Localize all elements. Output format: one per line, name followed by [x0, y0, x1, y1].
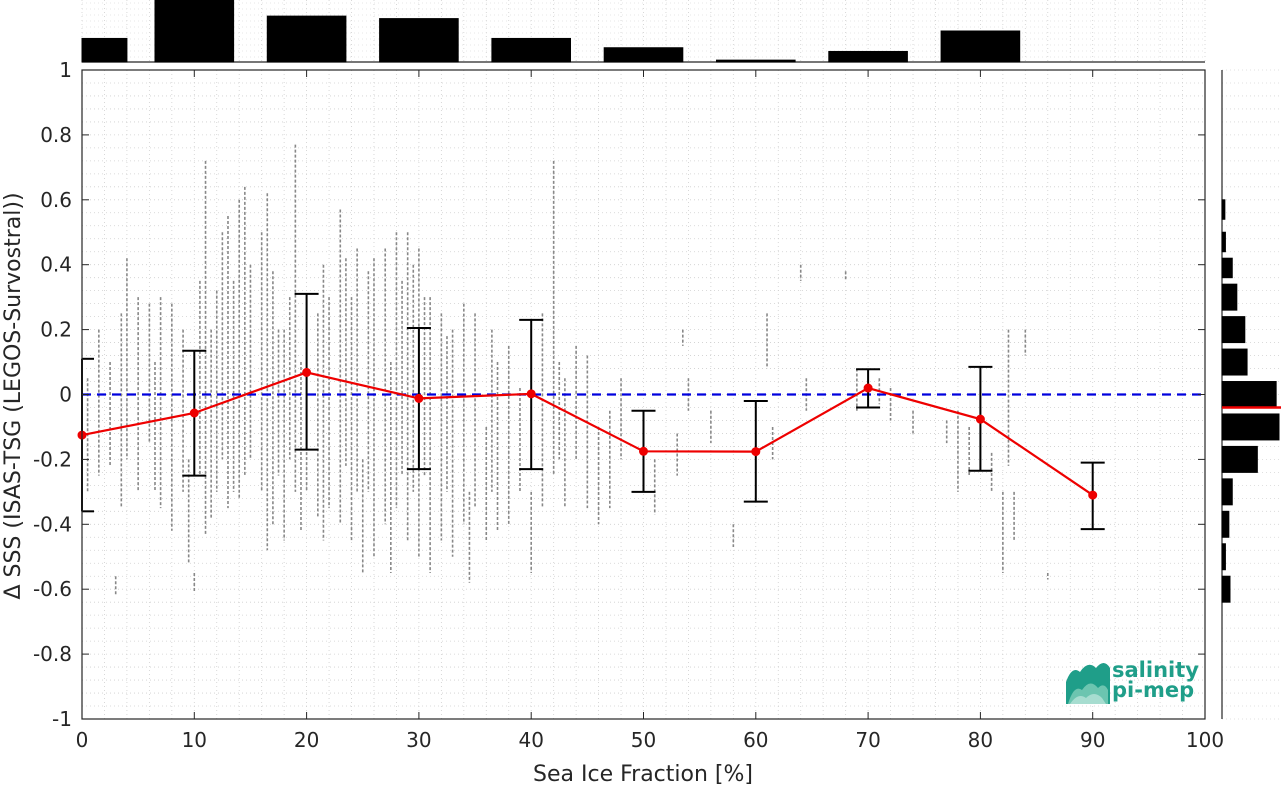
- y-tick-label: -1: [52, 707, 72, 731]
- right-histogram-bar: [1221, 381, 1277, 408]
- series-point: [863, 383, 873, 393]
- y-tick-label: 1: [59, 58, 72, 82]
- top-histogram-bar: [828, 50, 908, 63]
- top-histogram-bar: [154, 0, 235, 63]
- series-point: [1088, 490, 1098, 500]
- x-tick-label: 40: [518, 728, 543, 752]
- top-histogram-bar: [715, 59, 796, 63]
- y-tick-label: 0.6: [40, 188, 72, 212]
- x-tick-labels: 0 10 20 30 40 50 60 70 80 90 100: [76, 70, 1224, 752]
- top-histogram-bar: [940, 30, 1021, 63]
- right-histogram-bar: [1221, 283, 1238, 311]
- x-tick-label: 70: [855, 728, 880, 752]
- y-tick-label: 0: [59, 383, 72, 407]
- top-histogram-bar: [81, 37, 128, 63]
- right-histogram-bars: [1221, 199, 1281, 603]
- series-point: [975, 414, 985, 424]
- y-tick-label: 0.2: [40, 318, 72, 342]
- right-histogram-bar: [1221, 445, 1258, 473]
- top-histogram-bar: [379, 18, 459, 63]
- top-histogram-bars: [81, 0, 1021, 63]
- right-histogram-bar: [1221, 348, 1248, 376]
- x-tick-label: 10: [182, 728, 207, 752]
- scatter-columns: [86, 144, 1049, 596]
- logo-wave-icon: [1066, 663, 1110, 704]
- main-axes: 0 10 20 30 40 50 60 70 80 90 100 -1-0.8-0.6-0.4-0.…: [1, 58, 1224, 786]
- right-histogram-bar: [1221, 543, 1226, 571]
- y-axis-label: Δ SSS (ISAS-TSG (LEGOS-Survostral)): [1, 192, 26, 599]
- right-histogram-bar: [1221, 413, 1280, 441]
- right-histogram-bar: [1221, 257, 1233, 279]
- y-tick-label: -0.6: [33, 577, 72, 601]
- x-tick-label: 80: [968, 728, 993, 752]
- x-tick-label: 20: [294, 728, 319, 752]
- right-histogram-axes: [1221, 69, 1281, 720]
- top-histogram-bar: [266, 15, 347, 63]
- right-histogram-bar: [1221, 575, 1231, 603]
- right-histogram-bar: [1221, 478, 1233, 506]
- right-histogram-bar: [1221, 231, 1226, 253]
- top-histogram-bar: [603, 47, 684, 63]
- y-tick-label: 0.8: [40, 123, 72, 147]
- right-histogram-bar: [1221, 199, 1226, 220]
- x-axis-label: Sea Ice Fraction [%]: [533, 762, 753, 786]
- series-point: [414, 393, 424, 403]
- right-histogram-bar: [1221, 316, 1246, 344]
- series-point: [526, 389, 536, 399]
- right-histogram-bar: [1221, 510, 1230, 538]
- x-tick-label: 50: [631, 728, 656, 752]
- y-tick-labels: -1 -0.8 -0.6 -0.4 -0.2 0 0.2 0.4 0.6 0.8 1: [33, 58, 1205, 731]
- series-point: [189, 408, 199, 418]
- x-tick-label: 0: [76, 728, 89, 752]
- series-point: [751, 447, 761, 457]
- y-tick-label: -0.4: [33, 512, 72, 536]
- salinity-pi-mep-logo: salinity pi-mep: [1066, 658, 1199, 704]
- x-tick-label: 60: [743, 728, 768, 752]
- series-point: [302, 367, 312, 377]
- logo-line-2: pi-mep: [1112, 678, 1194, 702]
- series-line: [81, 371, 1094, 497]
- series-point: [639, 446, 648, 456]
- top-histogram-axes: [81, 0, 1206, 63]
- x-tick-label: 100: [1186, 728, 1224, 752]
- top-histogram-bar: [491, 37, 572, 63]
- y-tick-label: -0.2: [33, 447, 72, 471]
- logo-line-1: salinity: [1112, 658, 1199, 682]
- x-tick-label: 30: [406, 728, 431, 752]
- x-tick-label: 90: [1080, 728, 1105, 752]
- y-tick-label: 0.4: [40, 253, 72, 277]
- y-tick-label: -0.8: [33, 642, 72, 666]
